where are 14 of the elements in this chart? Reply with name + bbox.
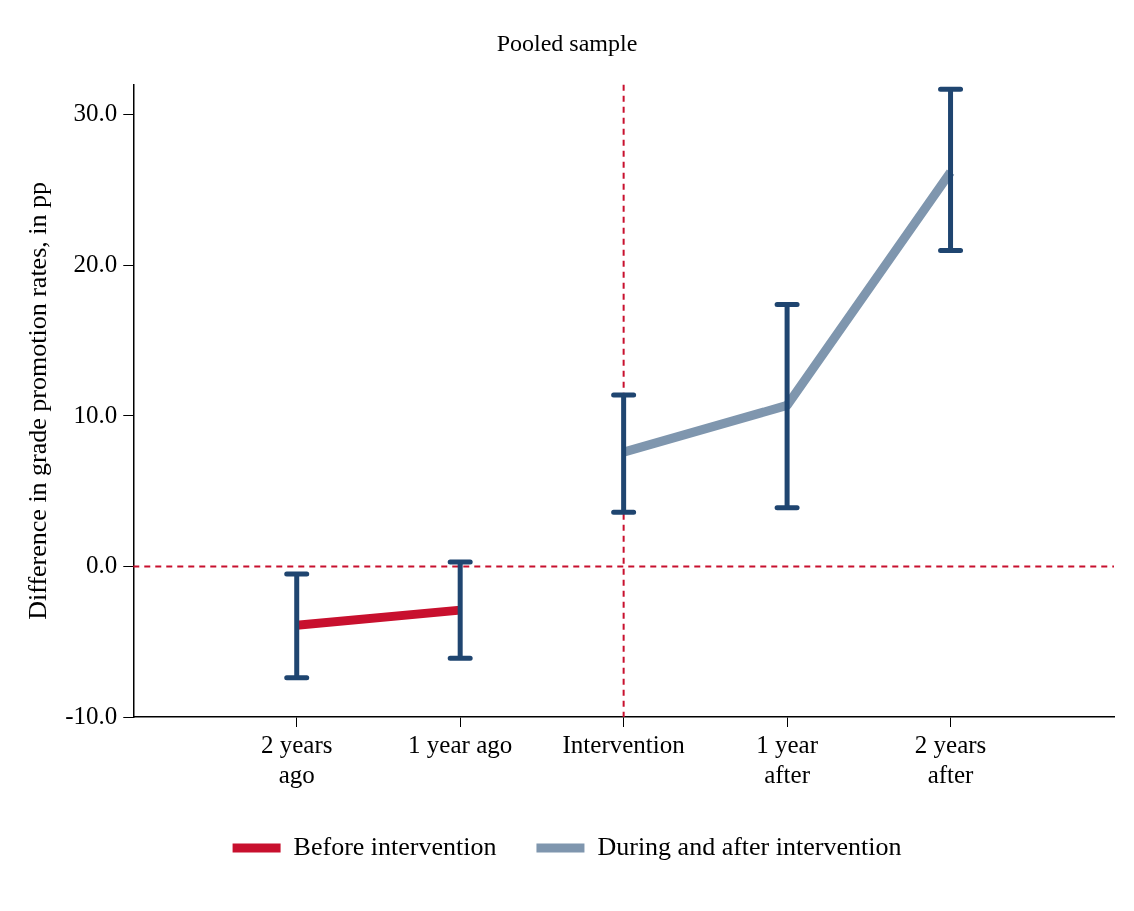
x-tick-label: 1 year after [756, 730, 819, 788]
x-tick-label: Intervention [562, 730, 686, 758]
x-tick-label: 2 years ago [260, 730, 333, 788]
y-tick-label: 10.0 [73, 400, 118, 428]
legend-label: During and after intervention [597, 831, 902, 861]
y-tick-label: 30.0 [73, 99, 118, 127]
y-axis-title: Difference in grade promotion rates, in pp [23, 182, 53, 620]
y-tick-label: -10.0 [65, 701, 118, 729]
y-tick-label: 20.0 [73, 249, 118, 277]
chart-title: Pooled sample [496, 29, 638, 56]
x-tick-label: 1 year ago [408, 730, 513, 758]
x-tick-label: 2 years after [914, 730, 987, 788]
legend-label: Before intervention [293, 831, 497, 861]
y-tick-label: 0.0 [86, 551, 118, 579]
